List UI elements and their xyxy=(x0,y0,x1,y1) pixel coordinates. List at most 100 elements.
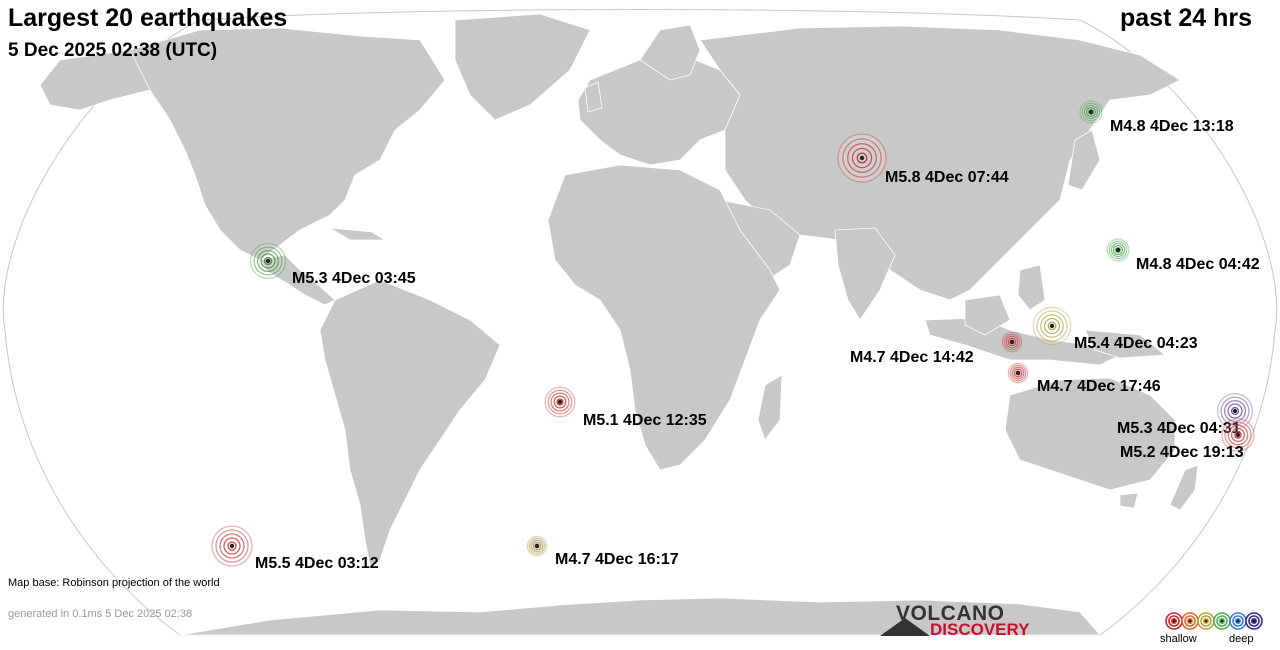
land-uk xyxy=(584,81,603,113)
quake-label: M5.4 4Dec 04:23 xyxy=(1074,335,1198,352)
volcano-discovery-logo[interactable]: VOLCANO DISCOVERY xyxy=(880,602,1040,642)
legend-ring xyxy=(1184,615,1196,627)
quake-ring xyxy=(1230,406,1240,416)
quake-label: M4.7 4Dec 16:17 xyxy=(555,551,679,568)
earthquake-marker[interactable]: M5.2 4Dec 19:13 xyxy=(1120,418,1255,461)
legend-ring xyxy=(1248,615,1260,627)
quake-ring xyxy=(1110,242,1126,258)
time-period: past 24 hrs xyxy=(1119,4,1252,32)
land-new-guinea xyxy=(1084,329,1167,359)
earthquake-marker[interactable]: M5.3 4Dec 04:31 xyxy=(1117,392,1254,437)
land-borneo xyxy=(964,294,1011,336)
earthquake-marker[interactable]: M5.1 4Dec 12:35 xyxy=(544,386,707,429)
quake-ring xyxy=(547,389,573,415)
quake-ring xyxy=(1108,240,1128,260)
land-japan xyxy=(1067,129,1101,191)
quake-epicenter xyxy=(534,543,540,549)
timestamp-subtitle: 5 Dec 2025 02:38 (UTC) xyxy=(8,40,218,61)
legend-ring xyxy=(1216,615,1228,627)
quake-ring xyxy=(847,143,877,173)
quake-ring xyxy=(1011,366,1025,380)
quake-epicenter xyxy=(1049,323,1055,329)
legend-ring xyxy=(1186,618,1193,625)
quake-label: M5.3 4Dec 04:31 xyxy=(1117,420,1241,437)
earthquake-marker[interactable]: M4.7 4Dec 14:42 xyxy=(850,331,1023,366)
land-australia xyxy=(1004,377,1176,491)
legend-ring xyxy=(1171,618,1178,625)
quake-ring xyxy=(1220,396,1250,426)
land-antarctica xyxy=(179,597,1101,636)
quake-ring xyxy=(1234,431,1242,439)
quake-label: M5.1 4Dec 12:35 xyxy=(583,412,707,429)
quake-label: M4.7 4Dec 17:46 xyxy=(1037,378,1161,395)
legend-shallow-label: shallow xyxy=(1160,633,1197,645)
legend-ring xyxy=(1218,618,1225,625)
earthquake-marker[interactable]: M4.7 4Dec 16:17 xyxy=(526,535,679,568)
quake-label: M5.3 4Dec 03:45 xyxy=(292,270,416,287)
quake-label: M5.8 4Dec 07:44 xyxy=(885,169,1009,186)
quake-label: M5.5 4Dec 03:12 xyxy=(255,555,379,572)
quake-ring xyxy=(227,541,237,551)
legend-ring xyxy=(1232,615,1244,627)
quake-ring xyxy=(260,253,276,269)
quake-ring xyxy=(1223,399,1247,423)
quake-ring xyxy=(219,533,245,559)
land-philippines xyxy=(1017,264,1046,311)
volcano-icon xyxy=(880,618,930,636)
quake-ring xyxy=(528,537,546,555)
land-greenland xyxy=(454,13,591,121)
land-india xyxy=(834,227,896,321)
quake-ring xyxy=(1040,314,1064,338)
quake-ring xyxy=(223,537,241,555)
quake-ring xyxy=(1224,421,1252,449)
quake-ring xyxy=(215,529,249,563)
logo-line-1: VOLCANO xyxy=(896,602,1005,625)
earthquake-marker[interactable]: M4.8 4Dec 13:18 xyxy=(1079,100,1234,135)
quake-ring xyxy=(530,539,544,553)
quake-ring xyxy=(1083,104,1099,120)
generated-note: generated in 0.1ms 5 Dec 2025 02:38 xyxy=(8,608,193,620)
quake-ring xyxy=(553,395,567,409)
quake-ring xyxy=(1081,102,1101,122)
land-tasmania xyxy=(1119,492,1139,509)
quake-ring xyxy=(550,392,570,412)
quake-ring xyxy=(1005,335,1019,349)
quake-ring xyxy=(1043,317,1061,335)
earthquake-markers: M5.8 4Dec 07:44 M4.8 4Dec 13:18 M4.8 4Dec … xyxy=(211,100,1260,572)
quake-ring xyxy=(1227,403,1243,419)
quake-ring xyxy=(263,256,273,266)
quake-ring xyxy=(1013,368,1023,378)
land-asia xyxy=(699,25,1181,301)
quake-ring xyxy=(851,147,873,169)
earthquake-marker[interactable]: M5.4 4Dec 04:23 xyxy=(1032,306,1198,352)
quake-ring xyxy=(1230,427,1246,443)
quake-ring xyxy=(1007,337,1017,347)
earthquake-marker[interactable]: M4.8 4Dec 04:42 xyxy=(1106,238,1260,273)
earthquake-marker[interactable]: M5.8 4Dec 07:44 xyxy=(837,133,1009,186)
quake-ring xyxy=(253,246,283,276)
quake-epicenter xyxy=(265,258,271,264)
land-madagascar xyxy=(757,374,783,441)
quake-ring xyxy=(1112,244,1124,256)
quake-ring xyxy=(532,541,542,551)
earthquake-marker[interactable]: M5.5 4Dec 03:12 xyxy=(211,525,379,572)
legend-deep-label: deep xyxy=(1229,633,1254,645)
quake-epicenter xyxy=(229,543,235,549)
quake-label: M4.7 4Dec 14:42 xyxy=(850,349,974,366)
quake-ring xyxy=(1227,424,1249,446)
earthquake-marker[interactable]: M5.3 4Dec 03:45 xyxy=(249,242,416,287)
legend-ring xyxy=(1245,612,1263,630)
quake-label: M5.2 4Dec 19:13 xyxy=(1120,444,1244,461)
earthquake-marker[interactable]: M4.7 4Dec 17:46 xyxy=(1007,362,1161,395)
land-north-america xyxy=(119,27,446,261)
logo-line-2: DISCOVERY xyxy=(930,620,1030,639)
quake-epicenter xyxy=(1088,109,1094,115)
quake-epicenter xyxy=(1115,247,1121,253)
quake-epicenter xyxy=(1009,339,1015,345)
land-africa xyxy=(547,164,781,471)
quake-ring xyxy=(1047,321,1057,331)
quake-ring xyxy=(1009,364,1027,382)
quake-ring xyxy=(1036,310,1068,342)
legend-ring xyxy=(1251,618,1258,625)
page-title: Largest 20 earthquakes xyxy=(8,4,288,32)
